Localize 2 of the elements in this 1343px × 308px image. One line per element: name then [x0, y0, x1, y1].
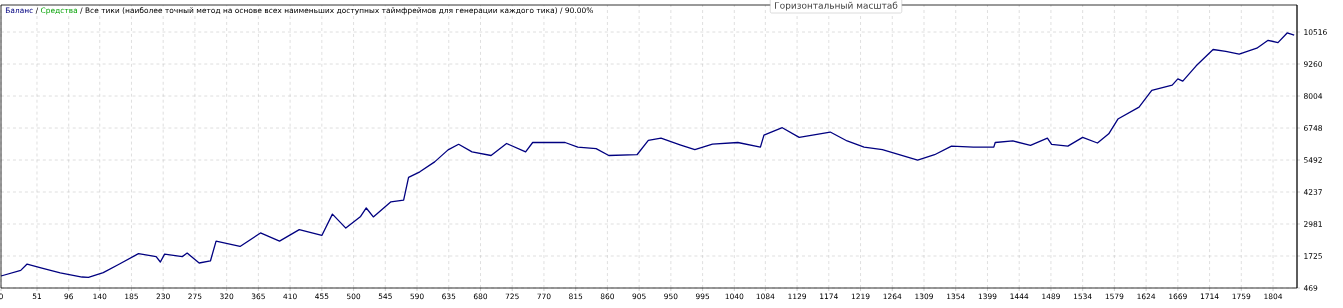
annotation: Горизонтальный масштаб	[775, 1, 898, 11]
line-series	[0, 32, 1295, 278]
